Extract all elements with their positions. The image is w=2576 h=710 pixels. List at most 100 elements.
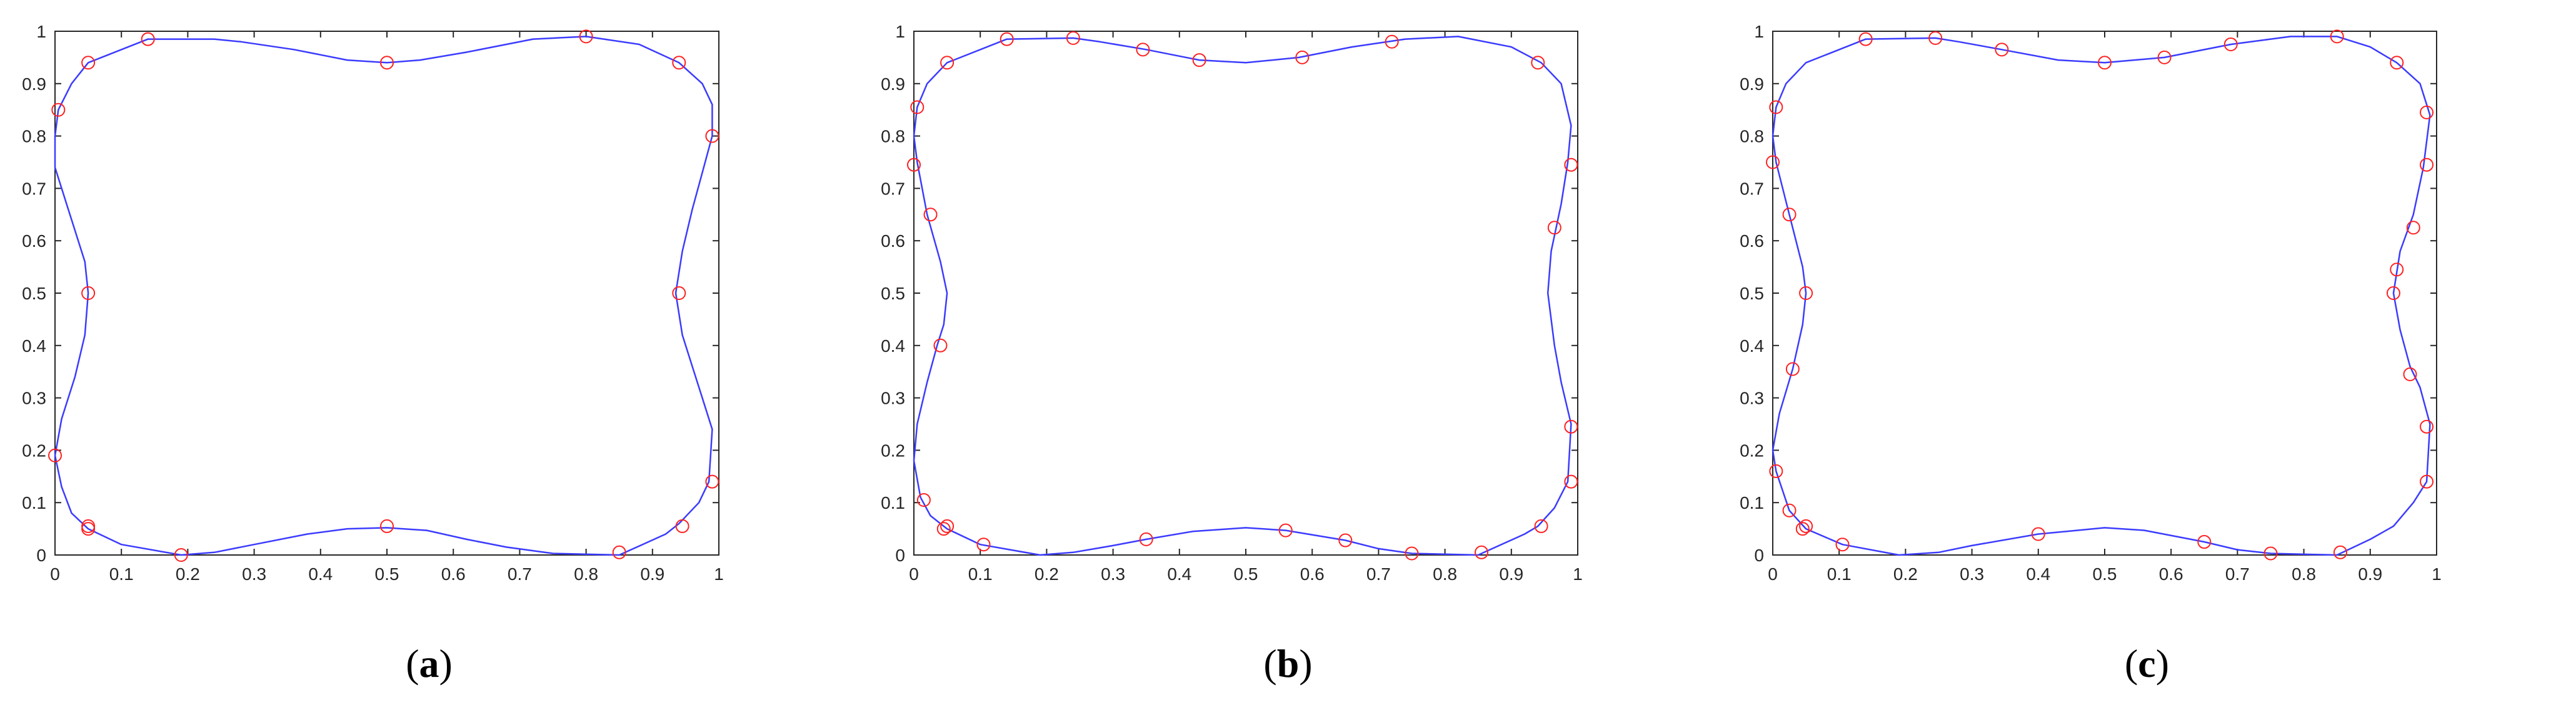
node-marker bbox=[940, 519, 955, 533]
node-marker bbox=[1564, 158, 1578, 172]
boundary-curve bbox=[913, 36, 1572, 556]
x-tick-label: 0.2 bbox=[1035, 564, 1059, 584]
x-tick-label: 0.1 bbox=[109, 564, 134, 584]
y-tick-label: 0.2 bbox=[22, 441, 46, 460]
node-marker bbox=[380, 519, 394, 533]
node-marker bbox=[1475, 545, 1489, 559]
node-marker bbox=[2330, 29, 2344, 44]
y-tick-label: 0.6 bbox=[881, 231, 905, 251]
node-marker bbox=[2390, 56, 2404, 70]
node-marker bbox=[2420, 105, 2434, 119]
chart-c: 0 0.1 0.2 0.3 0.4 0.5 0.6 0.7 0.8 0.9 1 0 0.1 0.2 0.3 0… bbox=[1740, 22, 2442, 584]
caption-b-open: ( bbox=[1263, 641, 1277, 686]
x-tick-label: 0 bbox=[909, 564, 919, 584]
axes-box bbox=[54, 31, 719, 556]
node-marker bbox=[81, 286, 96, 300]
node-marker bbox=[1192, 53, 1206, 68]
y-tick-label: 0.4 bbox=[22, 336, 46, 356]
node-marker bbox=[1858, 32, 1873, 46]
node-marker bbox=[2263, 546, 2278, 561]
x-tick-label: 0.5 bbox=[1234, 564, 1258, 584]
x-tick-label: 1 bbox=[2432, 564, 2442, 584]
x-tick-label: 0.5 bbox=[375, 564, 399, 584]
caption-a-open: ( bbox=[406, 641, 419, 686]
y-tick-label: 0.9 bbox=[22, 74, 46, 94]
node-marker bbox=[1338, 533, 1353, 548]
y-tick-label: 0.1 bbox=[22, 493, 46, 512]
y-tick-label: 0.8 bbox=[881, 127, 905, 146]
x-tick-label: 0.6 bbox=[1300, 564, 1325, 584]
node-marker bbox=[579, 29, 593, 44]
caption-b-close: ) bbox=[1299, 641, 1313, 686]
node-marker bbox=[1000, 32, 1014, 46]
node-marker bbox=[2223, 37, 2238, 51]
node-marker bbox=[1534, 519, 1548, 533]
x-tick-label: 0.8 bbox=[2292, 564, 2316, 584]
caption-b-letter: b bbox=[1276, 641, 1300, 686]
node-marker bbox=[2406, 221, 2420, 235]
node-marker bbox=[1782, 503, 1797, 518]
node-marker bbox=[705, 129, 719, 143]
y-tick-label: 0.4 bbox=[881, 336, 905, 356]
x-tick-label: 0.6 bbox=[441, 564, 466, 584]
node-marker bbox=[976, 538, 991, 552]
node-marker bbox=[675, 519, 689, 533]
caption-b: (b) bbox=[859, 641, 1717, 687]
caption-c-close: ) bbox=[2155, 641, 2170, 686]
node-marker bbox=[2098, 56, 2112, 70]
node-marker bbox=[1782, 208, 1797, 222]
y-tick-label: 0.6 bbox=[22, 231, 46, 251]
x-tick-label: 0.2 bbox=[176, 564, 200, 584]
node-marker bbox=[940, 56, 955, 70]
y-tick-label: 0.5 bbox=[881, 284, 905, 303]
axes-box bbox=[1772, 31, 2437, 556]
node-marker bbox=[1928, 31, 1943, 45]
x-tick-label: 0.9 bbox=[1499, 564, 1523, 584]
caption-a: (a) bbox=[0, 641, 858, 687]
node-marker bbox=[1139, 532, 1153, 546]
chart-panel-c: 0 0.1 0.2 0.3 0.4 0.5 0.6 0.7 0.8 0.9 1 0 0.1 0.2 0.3 0… bbox=[1718, 0, 2576, 710]
x-tick-label: 0.7 bbox=[1366, 564, 1391, 584]
node-marker bbox=[705, 474, 719, 489]
x-tick-label: 0.3 bbox=[1960, 564, 1984, 584]
caption-c: (c) bbox=[1718, 641, 2576, 687]
x-tick-label: 0.4 bbox=[1167, 564, 1191, 584]
node-marker bbox=[1799, 286, 1813, 300]
x-tick-label: 0.1 bbox=[1827, 564, 1852, 584]
node-marker bbox=[1995, 42, 2009, 57]
node-marker bbox=[1835, 538, 1850, 552]
y-tick-label: 1 bbox=[895, 22, 905, 41]
y-tick-label: 0.5 bbox=[1740, 284, 1764, 303]
node-marker bbox=[1769, 100, 1783, 114]
node-marker bbox=[2420, 158, 2434, 172]
node-marker bbox=[2420, 474, 2434, 489]
y-tick-label: 1 bbox=[1754, 22, 1764, 41]
x-tick-label: 1 bbox=[1573, 564, 1583, 584]
node-marker bbox=[672, 286, 686, 300]
y-tick-label: 0.9 bbox=[1740, 74, 1764, 94]
node-marker bbox=[1295, 50, 1310, 64]
node-marker bbox=[1785, 362, 1800, 376]
x-tick-label: 1 bbox=[714, 564, 724, 584]
y-tick-label: 0.3 bbox=[1740, 389, 1764, 408]
axes-box bbox=[913, 31, 1578, 556]
node-marker bbox=[81, 56, 96, 70]
caption-c-letter: c bbox=[2138, 641, 2156, 686]
caption-a-letter: a bbox=[419, 641, 439, 686]
node-marker bbox=[141, 32, 155, 46]
x-tick-label: 0 bbox=[50, 564, 60, 584]
node-marker bbox=[910, 100, 925, 114]
y-tick-label: 0.7 bbox=[22, 179, 46, 198]
x-tick-label: 0.2 bbox=[1893, 564, 1918, 584]
node-marker bbox=[1766, 155, 1780, 169]
node-marker bbox=[933, 338, 948, 352]
node-marker bbox=[81, 522, 96, 536]
node-marker bbox=[1066, 31, 1080, 45]
node-marker bbox=[2386, 286, 2400, 300]
caption-c-open: ( bbox=[2124, 641, 2138, 686]
x-tick-label: 0.7 bbox=[508, 564, 532, 584]
y-tick-label: 0.3 bbox=[881, 389, 905, 408]
node-marker bbox=[1531, 56, 1545, 70]
x-tick-label: 0.3 bbox=[242, 564, 266, 584]
node-marker bbox=[174, 548, 188, 562]
